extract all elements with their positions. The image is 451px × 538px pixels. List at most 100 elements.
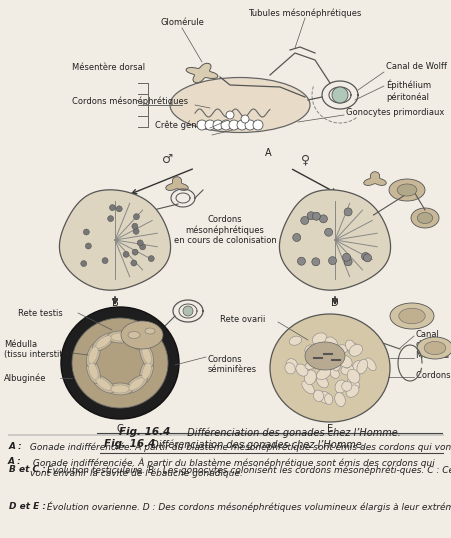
- Ellipse shape: [411, 208, 439, 228]
- Text: Canal
de Müller: Canal de Müller: [416, 330, 451, 349]
- Circle shape: [307, 212, 315, 220]
- Ellipse shape: [335, 380, 346, 393]
- Polygon shape: [280, 190, 391, 290]
- Ellipse shape: [308, 355, 321, 366]
- Ellipse shape: [347, 369, 360, 383]
- Ellipse shape: [96, 378, 111, 390]
- Ellipse shape: [142, 363, 152, 380]
- Ellipse shape: [305, 342, 345, 370]
- Ellipse shape: [312, 333, 327, 345]
- Ellipse shape: [338, 355, 352, 367]
- Text: D et E :: D et E :: [9, 502, 46, 511]
- Text: D: D: [331, 298, 339, 308]
- Ellipse shape: [107, 331, 133, 343]
- Circle shape: [312, 258, 320, 266]
- Circle shape: [131, 260, 137, 266]
- Ellipse shape: [341, 356, 351, 368]
- Ellipse shape: [125, 375, 147, 393]
- Ellipse shape: [111, 385, 129, 393]
- Circle shape: [301, 216, 309, 224]
- Circle shape: [197, 120, 207, 130]
- Ellipse shape: [357, 359, 368, 374]
- Ellipse shape: [329, 348, 340, 358]
- Text: C: C: [117, 424, 124, 434]
- Circle shape: [253, 120, 263, 130]
- Ellipse shape: [87, 343, 101, 367]
- Text: Rete ovarii: Rete ovarii: [220, 315, 265, 324]
- Circle shape: [319, 215, 327, 223]
- Ellipse shape: [365, 358, 376, 371]
- Circle shape: [313, 213, 320, 220]
- Circle shape: [362, 252, 369, 260]
- Text: Gonade indifférenciée. À partir du blastème mésonéphrétique sont émis des cordon: Gonade indifférenciée. À partir du blast…: [27, 442, 451, 452]
- Ellipse shape: [347, 378, 360, 390]
- Circle shape: [102, 258, 108, 264]
- Circle shape: [221, 120, 231, 130]
- Ellipse shape: [331, 356, 342, 365]
- Circle shape: [140, 244, 146, 250]
- Ellipse shape: [305, 360, 319, 369]
- Ellipse shape: [345, 340, 355, 351]
- Polygon shape: [166, 176, 189, 190]
- Text: Canal de Wolff: Canal de Wolff: [386, 62, 447, 71]
- Text: Cordons ovariens: Cordons ovariens: [416, 371, 451, 379]
- Ellipse shape: [289, 336, 302, 345]
- Text: Fig. 16.4: Fig. 16.4: [104, 439, 156, 449]
- Ellipse shape: [417, 337, 451, 359]
- Ellipse shape: [129, 336, 144, 348]
- Text: Différenciation des gonades chez l’Homme.: Différenciation des gonades chez l’Homme…: [145, 439, 365, 450]
- Ellipse shape: [417, 213, 433, 223]
- Circle shape: [344, 208, 352, 216]
- Ellipse shape: [324, 350, 337, 362]
- Text: Crête génitale: Crête génitale: [155, 120, 215, 130]
- Ellipse shape: [399, 308, 425, 324]
- Ellipse shape: [140, 358, 154, 384]
- Circle shape: [328, 257, 336, 265]
- Ellipse shape: [335, 393, 345, 407]
- Text: ♂: ♂: [162, 153, 174, 166]
- Circle shape: [116, 206, 122, 212]
- Circle shape: [205, 120, 215, 130]
- Ellipse shape: [424, 342, 446, 355]
- Ellipse shape: [317, 376, 328, 388]
- Circle shape: [108, 216, 114, 222]
- Text: A: A: [265, 148, 272, 158]
- Circle shape: [137, 240, 143, 246]
- Text: A :: A :: [8, 457, 22, 466]
- Circle shape: [342, 253, 350, 261]
- Text: A :: A :: [9, 442, 23, 451]
- Ellipse shape: [346, 385, 359, 398]
- Circle shape: [293, 233, 301, 242]
- Ellipse shape: [302, 381, 314, 394]
- Circle shape: [226, 111, 234, 119]
- Polygon shape: [364, 172, 387, 186]
- Ellipse shape: [352, 360, 363, 376]
- Text: Albuginée: Albuginée: [4, 373, 46, 383]
- Circle shape: [81, 260, 87, 266]
- Ellipse shape: [313, 390, 324, 401]
- Ellipse shape: [92, 375, 115, 393]
- Ellipse shape: [140, 343, 154, 367]
- Text: Cordons
mésonéphrétiques
en cours de colonisation: Cordons mésonéphrétiques en cours de col…: [174, 215, 276, 245]
- Ellipse shape: [121, 321, 163, 349]
- Circle shape: [332, 87, 348, 103]
- Circle shape: [85, 243, 92, 249]
- Circle shape: [110, 204, 115, 211]
- Ellipse shape: [325, 337, 338, 350]
- Ellipse shape: [305, 345, 317, 355]
- Text: Médulla
(tissu interstitiel): Médulla (tissu interstitiel): [4, 340, 76, 359]
- Ellipse shape: [304, 370, 316, 385]
- Polygon shape: [186, 63, 218, 83]
- Circle shape: [132, 223, 138, 229]
- Text: Gonocytes primordiaux: Gonocytes primordiaux: [346, 108, 444, 117]
- Circle shape: [364, 254, 372, 262]
- Ellipse shape: [72, 318, 168, 408]
- Ellipse shape: [270, 314, 390, 422]
- Ellipse shape: [170, 77, 310, 132]
- Ellipse shape: [332, 359, 341, 371]
- Text: Rete testis: Rete testis: [18, 308, 63, 317]
- Ellipse shape: [325, 394, 333, 405]
- Ellipse shape: [285, 363, 295, 374]
- Ellipse shape: [318, 391, 331, 404]
- Ellipse shape: [332, 345, 348, 355]
